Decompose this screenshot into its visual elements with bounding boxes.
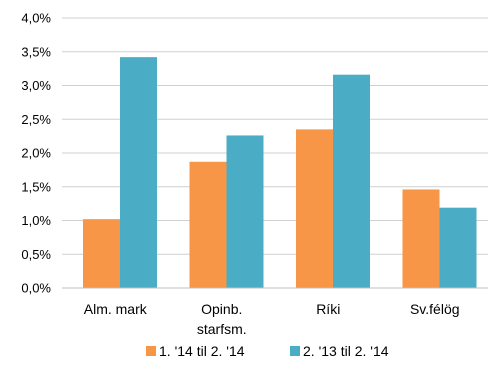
- legend: 1. '14 til 2. '14 2. '13 til 2. '14: [146, 343, 389, 359]
- y-tick-label: 0,0%: [21, 281, 51, 296]
- bar-series-1-1: [189, 161, 227, 288]
- y-tick-label: 0,5%: [21, 247, 51, 262]
- y-tick-label: 1,0%: [21, 213, 51, 228]
- y-tick-label: 1,5%: [21, 179, 51, 194]
- y-tick-label: 2,5%: [21, 112, 51, 127]
- legend-label: 1. '14 til 2. '14: [159, 343, 245, 359]
- bars: [83, 57, 477, 289]
- y-axis-tick-labels: 0,0% 0,5% 1,0% 1,5% 2,0% 2,5% 3,0% 3,5% 4,0%: [21, 11, 51, 296]
- y-tick-label: 4,0%: [21, 11, 51, 26]
- y-tick-label: 3,5%: [21, 44, 51, 59]
- y-tick-label: 3,0%: [21, 78, 51, 93]
- legend-swatch: [290, 346, 300, 356]
- bar-series-1-0: [83, 219, 120, 288]
- bar-series-1-3: [402, 189, 440, 288]
- bar-series-2-1: [226, 135, 264, 288]
- x-category-label: starfsm.: [197, 321, 247, 337]
- bar-series-2-2: [333, 74, 370, 288]
- x-category-label: Opinb.: [201, 301, 242, 317]
- x-category-label: Alm. mark: [84, 301, 148, 317]
- legend-swatch: [146, 346, 156, 356]
- legend-label: 2. '13 til 2. '14: [303, 343, 389, 359]
- y-tick-label: 2,0%: [21, 146, 51, 161]
- x-category-label: Sv.félög: [410, 301, 460, 317]
- x-category-label: Ríki: [316, 301, 340, 317]
- bar-series-2-3: [439, 207, 477, 288]
- bar-series-2-0: [120, 57, 157, 289]
- x-axis-category-labels: Alm. mark Opinb. starfsm. Ríki Sv.félög: [84, 301, 460, 337]
- bar-series-1-2: [296, 129, 333, 288]
